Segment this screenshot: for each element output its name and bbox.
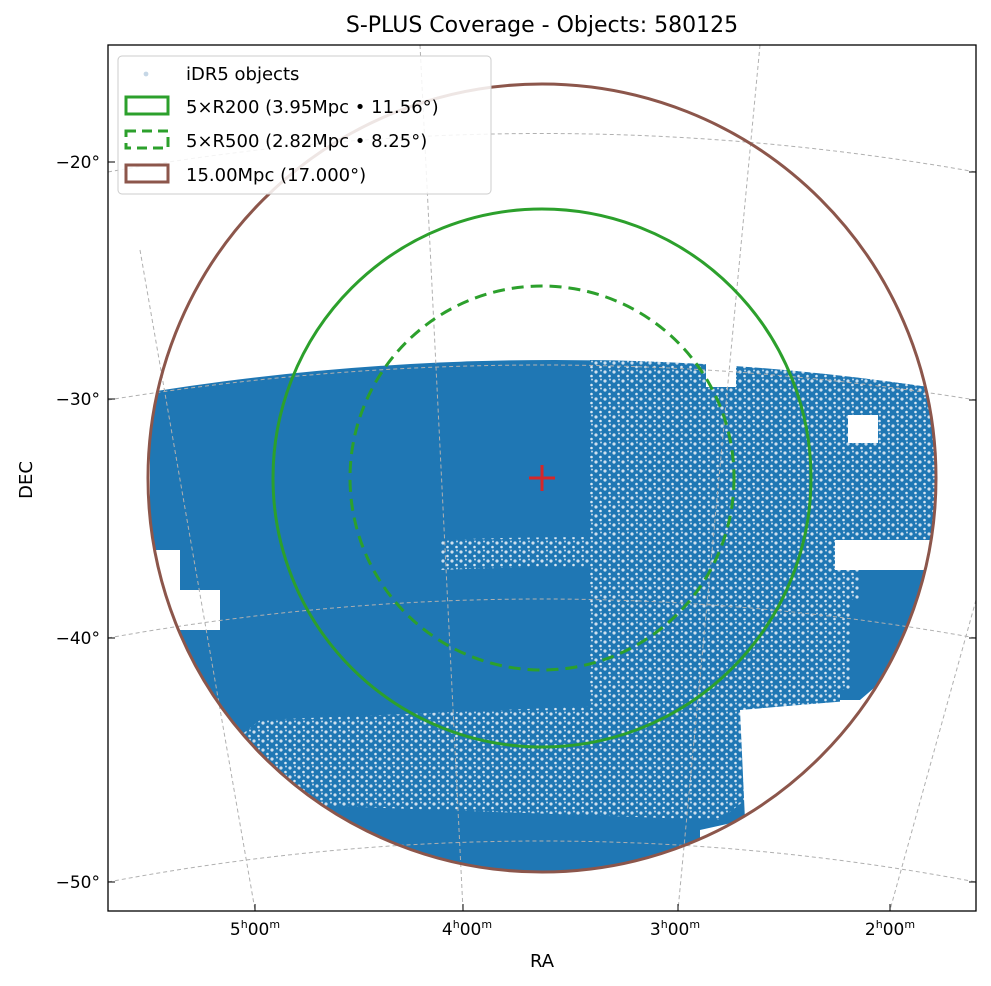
dec-line xyxy=(108,364,976,401)
footprint-gap xyxy=(150,590,220,630)
axes-frame xyxy=(107,44,977,912)
x-axis-label: RA xyxy=(530,951,555,972)
x-tick-label: 4h00m xyxy=(442,918,492,940)
x-tick-label: 5h00m xyxy=(230,918,280,940)
circle-5xR200 xyxy=(271,207,813,749)
legend: iDR5 objects 5×R200 (3.95Mpc • 11.56°) 5… xyxy=(117,55,492,195)
circle-15mpc xyxy=(146,82,938,874)
circle-5xR500 xyxy=(348,284,736,672)
legend-label-r500: 5×R500 (2.82Mpc • 8.25°) xyxy=(186,131,427,152)
footprint-striped-east xyxy=(590,360,935,720)
y-tick: −30° xyxy=(56,390,976,410)
center-marker xyxy=(529,465,555,491)
y-tick-label: −30° xyxy=(56,390,100,410)
y-axis: −20° −30° −40° −50° DEC xyxy=(16,153,976,893)
legend-label-objects: iDR5 objects xyxy=(186,64,299,85)
footprint-striped-south xyxy=(160,700,745,820)
legend-label-15mpc: 15.00Mpc (17.000°) xyxy=(186,165,366,186)
y-axis-label: DEC xyxy=(16,461,37,499)
legend-marker-15mpc xyxy=(124,163,170,184)
chart-title: S-PLUS Coverage - Objects: 580125 xyxy=(346,13,738,38)
ra-line xyxy=(677,45,761,911)
dec-line xyxy=(108,840,976,883)
x-axis: 5h00m 4h00m 3h00m 2h00m RA xyxy=(230,904,915,972)
y-tick: −50° xyxy=(56,873,976,893)
legend-label-r200: 5×R200 (3.95Mpc • 11.56°) xyxy=(186,97,439,118)
ra-line xyxy=(889,599,976,911)
footprint-gap xyxy=(848,415,878,443)
x-tick-label: 3h00m xyxy=(650,918,700,940)
y-tick-label: −50° xyxy=(56,873,100,893)
dec-line xyxy=(108,598,976,639)
footprint-band xyxy=(440,536,860,572)
plot-area: iDR5 objects 5×R200 (3.95Mpc • 11.56°) 5… xyxy=(108,45,976,911)
y-tick-label: −40° xyxy=(56,629,100,649)
legend-marker-r500 xyxy=(124,129,170,150)
y-tick: −20° xyxy=(56,153,976,173)
x-tick-label: 2h00m xyxy=(865,918,915,940)
y-tick: −40° xyxy=(56,629,976,649)
footprint-gap xyxy=(706,355,736,387)
ra-line xyxy=(419,45,464,911)
legend-marker-r200 xyxy=(124,95,170,116)
legend-marker-objects xyxy=(143,71,149,77)
footprint-gap xyxy=(835,540,936,570)
graticule xyxy=(108,45,976,911)
object-footprint xyxy=(150,355,936,872)
y-tick-label: −20° xyxy=(56,153,100,173)
